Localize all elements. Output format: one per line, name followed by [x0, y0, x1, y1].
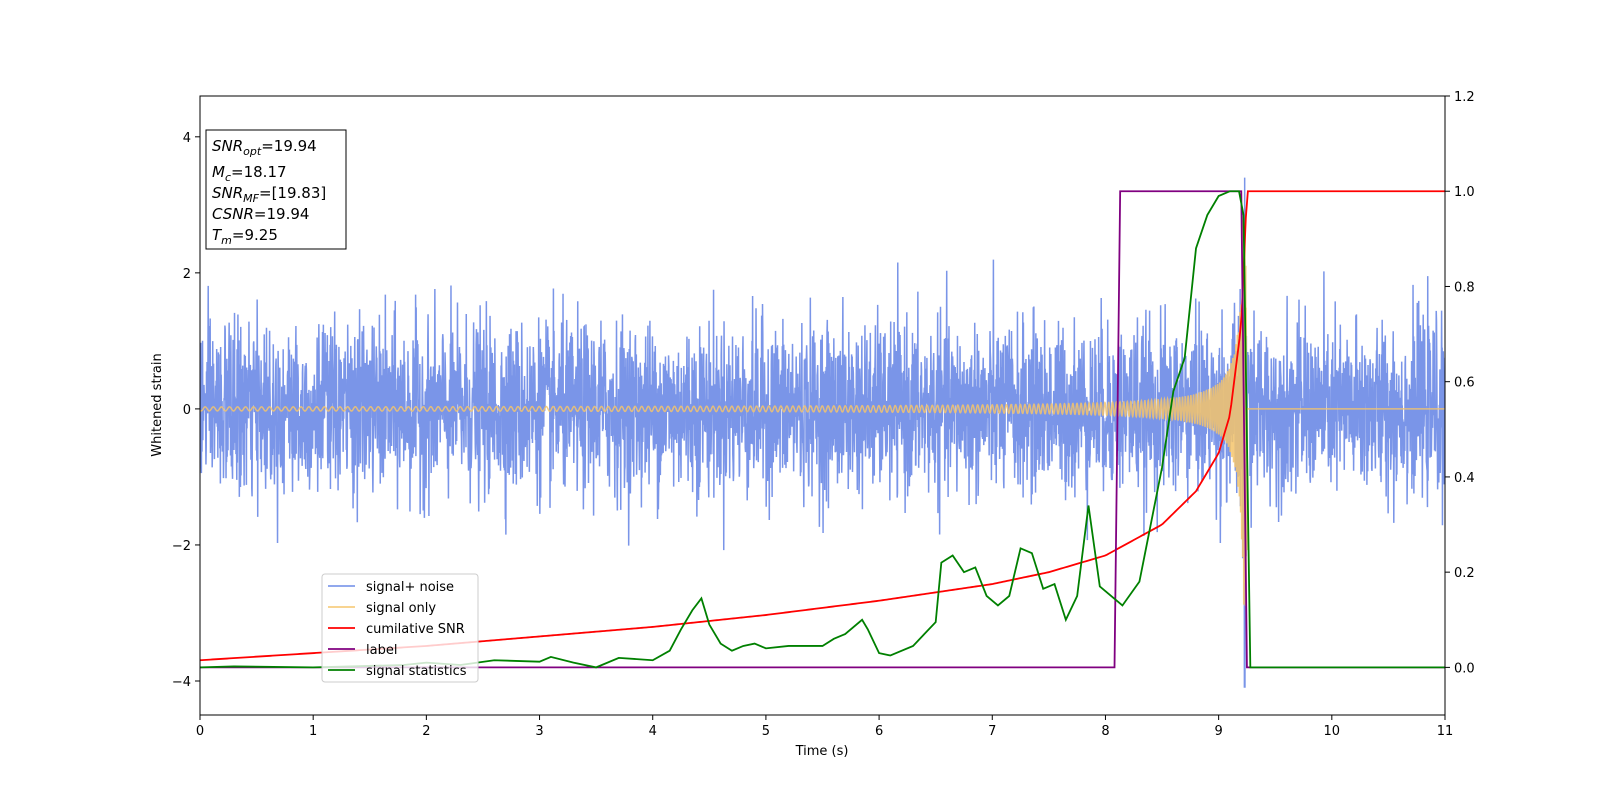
x-tick-label: 1: [309, 724, 317, 739]
legend-label: signal only: [366, 601, 436, 616]
x-axis-label: Time (s): [795, 744, 849, 759]
y-right-tick-label: 0.0: [1454, 661, 1475, 676]
info-line: SNRopt=19.94: [212, 137, 317, 158]
y-axis-label: Whitened strain: [150, 353, 165, 456]
info-line-symbol: SNR: [212, 137, 243, 155]
legend-label: cumilative SNR: [366, 622, 465, 637]
y-left-tick-label: 4: [183, 131, 191, 146]
y-right-tick-label: 0.8: [1454, 280, 1475, 295]
x-tick-label: 7: [988, 724, 996, 739]
info-line-symbol: T: [212, 226, 223, 244]
info-line-subscript: MF: [243, 192, 259, 205]
x-tick-label: 9: [1214, 724, 1222, 739]
info-line-value: =19.94: [261, 137, 317, 155]
info-line-value: =19.94: [254, 205, 310, 223]
x-tick-label: 4: [649, 724, 657, 739]
y-right-tick-label: 0.6: [1454, 376, 1475, 391]
y-left-tick-label: 0: [183, 403, 191, 418]
y-right-tick-label: 0.4: [1454, 471, 1475, 486]
x-axis: 0 1 2 3 4 5 6 7 8 9 10 11: [196, 715, 1453, 739]
x-tick-label: 8: [1101, 724, 1109, 739]
x-tick-label: 10: [1324, 724, 1341, 739]
x-tick-label: 6: [875, 724, 883, 739]
info-line: CSNR=19.94: [212, 205, 309, 223]
y-left-tick-label: −2: [172, 539, 191, 554]
info-line: Tm=9.25: [212, 226, 278, 247]
info-line-symbol: CSNR: [212, 205, 254, 223]
y-right-tick-label: 1.0: [1454, 185, 1475, 200]
legend-label: label: [366, 643, 397, 658]
y-axis-left: −4 −2 0 2 4: [172, 131, 200, 690]
legend: signal+ noise signal only cumilative SNR la…: [321, 573, 479, 683]
info-line-value: =9.25: [232, 226, 278, 244]
y-left-tick-label: 2: [183, 267, 191, 282]
info-line: Mc=18.17: [212, 163, 287, 184]
y-right-tick-label: 1.2: [1454, 90, 1475, 105]
info-line-value: =[19.83]: [259, 184, 326, 202]
x-tick-label: 5: [762, 724, 770, 739]
y-left-tick-label: −4: [172, 675, 191, 690]
info-line-subscript: m: [221, 234, 232, 247]
info-line-subscript: c: [225, 171, 231, 184]
info-line-value: =18.17: [231, 163, 287, 181]
x-tick-label: 0: [196, 724, 204, 739]
info-box: SNRopt=19.94Mc=18.17SNRMF=[19.83]CSNR=19…: [205, 129, 347, 250]
x-tick-label: 11: [1437, 724, 1454, 739]
info-line-symbol: M: [212, 163, 225, 181]
info-line-symbol: SNR: [212, 184, 243, 202]
x-tick-label: 3: [535, 724, 543, 739]
y-axis-right: 0.0 0.2 0.4 0.6 0.8 1.0 1.2: [1445, 90, 1475, 676]
series-signal-only-line: [200, 220, 1445, 607]
legend-label: signal statistics: [366, 664, 467, 679]
info-line-subscript: opt: [243, 145, 262, 158]
series-signal-statistics-line: [200, 190, 1445, 669]
info-line: SNRMF=[19.83]: [212, 184, 326, 205]
legend-frame: [321, 573, 479, 683]
legend-label: signal+ noise: [366, 580, 454, 595]
info-box-frame: [205, 129, 347, 250]
x-tick-label: 2: [422, 724, 430, 739]
y-right-tick-label: 0.2: [1454, 566, 1475, 581]
plot-frame: [199, 95, 1446, 716]
